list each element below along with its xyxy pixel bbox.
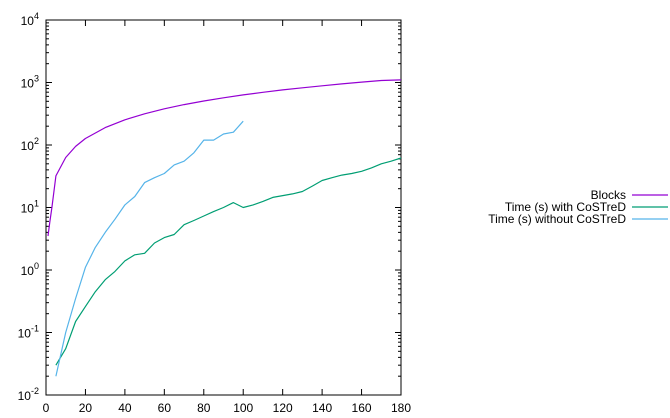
x-tick-label: 100 (233, 401, 253, 415)
x-tick-label: 80 (197, 401, 211, 415)
x-tick-label: 160 (352, 401, 372, 415)
y-tick-label: 10-2 (18, 386, 39, 403)
x-tick-label: 180 (391, 401, 411, 415)
x-axis-ticks: 0 20 40 60 80 100 120 140 160 180 (43, 20, 411, 415)
legend-label-3: Time (s) without CoSTreD (488, 212, 626, 226)
x-tick-label: 60 (158, 401, 172, 415)
y-axis-ticks: 10-2 10-1 100 101 102 103 104 (18, 11, 401, 403)
series-lines (47, 79, 402, 377)
x-tick-label: 120 (273, 401, 293, 415)
x-tick-label: 140 (312, 401, 332, 415)
x-tick-label: 40 (118, 401, 132, 415)
series-line-2 (55, 157, 402, 366)
y-tick-label: 102 (21, 136, 39, 153)
y-tick-label: 10-1 (18, 324, 39, 341)
y-tick-label: 100 (21, 261, 39, 278)
y-tick-label: 104 (21, 11, 39, 28)
series-line-3 (55, 120, 244, 377)
series-line-1 (47, 79, 402, 237)
x-tick-label: 20 (79, 401, 93, 415)
y-tick-label: 103 (21, 74, 39, 91)
legend-label-2: Time (s) with CoSTreD (505, 200, 626, 214)
x-tick-label: 0 (43, 401, 50, 415)
legend-label-1: Blocks (591, 188, 626, 202)
y-tick-label: 101 (21, 199, 39, 216)
